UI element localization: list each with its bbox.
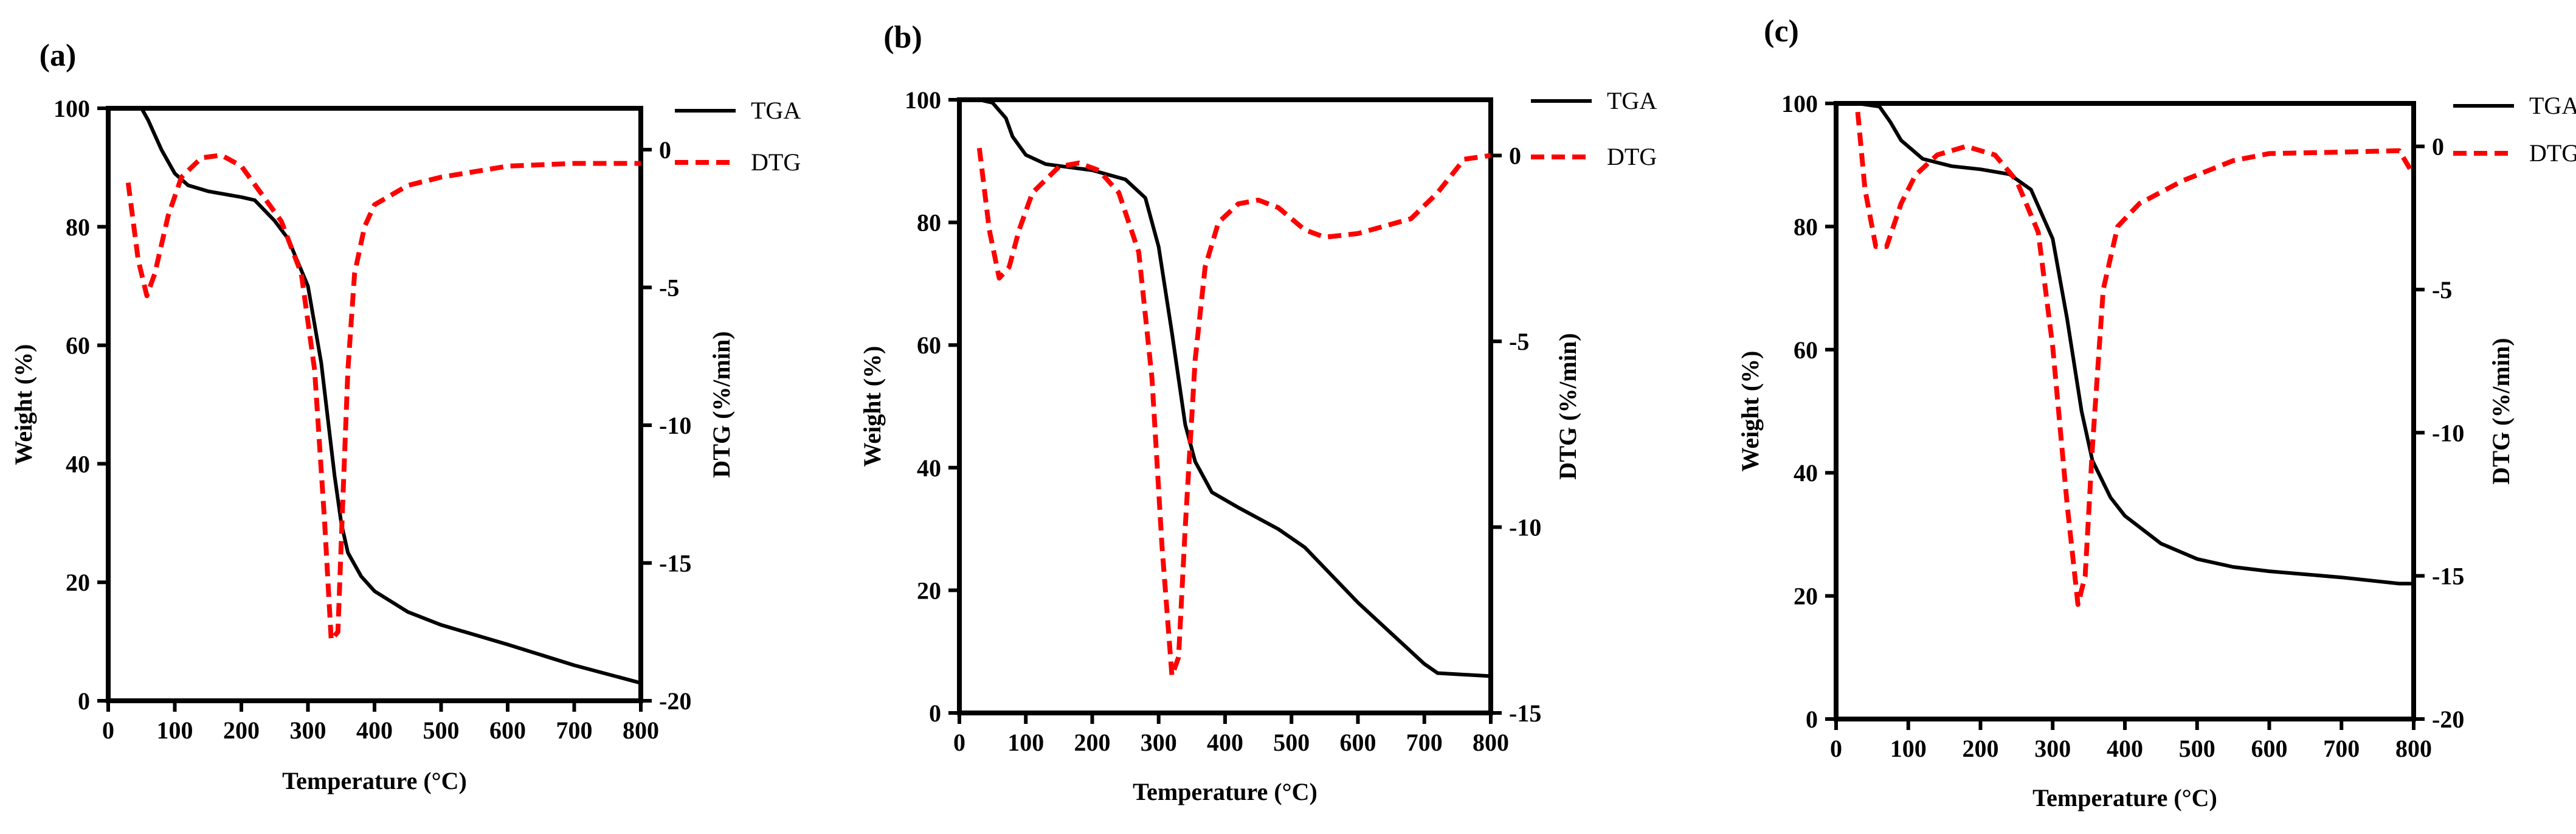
dtg-legend-label: DTG xyxy=(751,148,801,176)
y-axis-title: Weight (%) xyxy=(858,346,886,467)
panel-c: (c) 0 100 200 300 400 500 600 700 800 0 20 40 60 80 100… xyxy=(1736,14,2576,811)
y-axis-title: Weight (%) xyxy=(1736,351,1764,472)
tga-legend-label: TGA xyxy=(2529,92,2576,119)
y2-tick-label: -10 xyxy=(659,412,691,439)
x-tick-label: 0 xyxy=(102,717,114,744)
y2-axis-title: DTG (%/min) xyxy=(1554,333,1581,479)
x-axis-title: Temperature (°C) xyxy=(2032,784,2217,811)
x-tick-label: 500 xyxy=(2179,735,2215,762)
y2-axis-title: DTG (%/min) xyxy=(2487,338,2515,484)
y2-tick-label: -10 xyxy=(2432,419,2464,447)
y2-tick-label: 0 xyxy=(659,136,671,164)
y2-tick-label: -10 xyxy=(1509,514,1541,541)
y-tick-label: 40 xyxy=(1794,459,1818,487)
y2-tick-label: -5 xyxy=(2432,276,2452,304)
x-tick-label: 100 xyxy=(1890,735,1927,762)
x-axis-title: Temperature (°C) xyxy=(282,767,467,794)
y-axis-title: Weight (%) xyxy=(10,344,37,465)
x-tick-label: 400 xyxy=(356,717,393,744)
y2-tick-label: -5 xyxy=(659,274,679,301)
y2-tick-label: -20 xyxy=(659,687,691,715)
y-tick-label: 80 xyxy=(66,214,90,241)
y-tick-label: 20 xyxy=(917,577,941,604)
y-tick-label: 20 xyxy=(1794,583,1818,610)
panel-b: (b) 0 100 200 300 400 500 600 700 800 0 20 40 60 80 100… xyxy=(858,20,1657,805)
dtg-legend-label: DTG xyxy=(1607,143,1657,170)
x-tick-label: 300 xyxy=(290,717,326,744)
tga-legend-label: TGA xyxy=(751,97,801,124)
y2-tick-label: 0 xyxy=(2432,133,2444,161)
x-tick-label: 200 xyxy=(1074,729,1111,756)
y-tick-label: 100 xyxy=(905,86,941,114)
x-tick-label: 500 xyxy=(423,717,460,744)
y-tick-label: 60 xyxy=(1794,336,1818,364)
panel-letter: (b) xyxy=(883,20,922,55)
x-tick-label: 800 xyxy=(1473,729,1509,756)
y2-tick-label: -15 xyxy=(2432,563,2464,590)
y2-tick-label: 0 xyxy=(1509,142,1521,170)
x-tick-label: 400 xyxy=(1207,729,1243,756)
panel-letter: (a) xyxy=(40,38,77,73)
y2-tick-label: -5 xyxy=(1509,328,1529,355)
y-tick-label: 100 xyxy=(54,95,90,122)
x-tick-label: 200 xyxy=(223,717,260,744)
y-tick-label: 60 xyxy=(66,332,90,360)
y-tick-label: 40 xyxy=(917,454,941,482)
x-axis-title: Temperature (°C) xyxy=(1133,778,1317,805)
y2-tick-label: -20 xyxy=(2432,706,2464,733)
x-tick-label: 100 xyxy=(1007,729,1044,756)
y-tick-label: 80 xyxy=(1794,213,1818,240)
y-tick-label: 0 xyxy=(1806,706,1818,733)
panel-letter: (c) xyxy=(1764,14,1799,49)
x-tick-label: 600 xyxy=(489,717,526,744)
y-tick-label: 60 xyxy=(917,332,941,359)
dtg-legend-label: DTG xyxy=(2529,139,2576,167)
tga-series-line xyxy=(1857,102,2414,586)
x-tick-label: 500 xyxy=(1273,729,1310,756)
x-tick-label: 800 xyxy=(2395,735,2432,762)
x-tick-label: 200 xyxy=(1963,735,1999,762)
y-tick-label: 40 xyxy=(66,450,90,478)
y2-tick-label: -15 xyxy=(1509,700,1541,727)
dtg-series-line xyxy=(125,153,641,643)
x-tick-label: 600 xyxy=(2251,735,2288,762)
x-tick-label: 0 xyxy=(953,729,965,756)
y-tick-label: 0 xyxy=(929,700,941,727)
dtg-series-line xyxy=(1855,111,2416,607)
panel-a: (a) 0 100 200 300 400 500 600 700 800 0 20 40 60 80 100… xyxy=(10,38,801,794)
x-tick-label: 100 xyxy=(157,717,193,744)
y-tick-label: 80 xyxy=(917,209,941,237)
tga-series-line xyxy=(128,106,641,685)
x-tick-label: 400 xyxy=(2107,735,2143,762)
y-tick-label: 0 xyxy=(78,687,90,715)
x-tick-label: 800 xyxy=(623,717,659,744)
x-tick-label: 300 xyxy=(1141,729,1177,756)
dtg-series-line xyxy=(976,147,1491,678)
x-tick-label: 700 xyxy=(556,717,593,744)
x-tick-label: 300 xyxy=(2034,735,2071,762)
x-tick-label: 700 xyxy=(2323,735,2360,762)
x-tick-label: 600 xyxy=(1340,729,1376,756)
y-tick-label: 100 xyxy=(1781,90,1818,117)
x-tick-label: 0 xyxy=(1830,735,1842,762)
tga-legend-label: TGA xyxy=(1607,87,1657,114)
y2-axis-title: DTG (%/min) xyxy=(708,331,735,478)
tga-series-line xyxy=(979,98,1491,678)
x-tick-label: 700 xyxy=(1406,729,1443,756)
y2-tick-label: -15 xyxy=(659,549,691,577)
y-tick-label: 20 xyxy=(66,569,90,596)
